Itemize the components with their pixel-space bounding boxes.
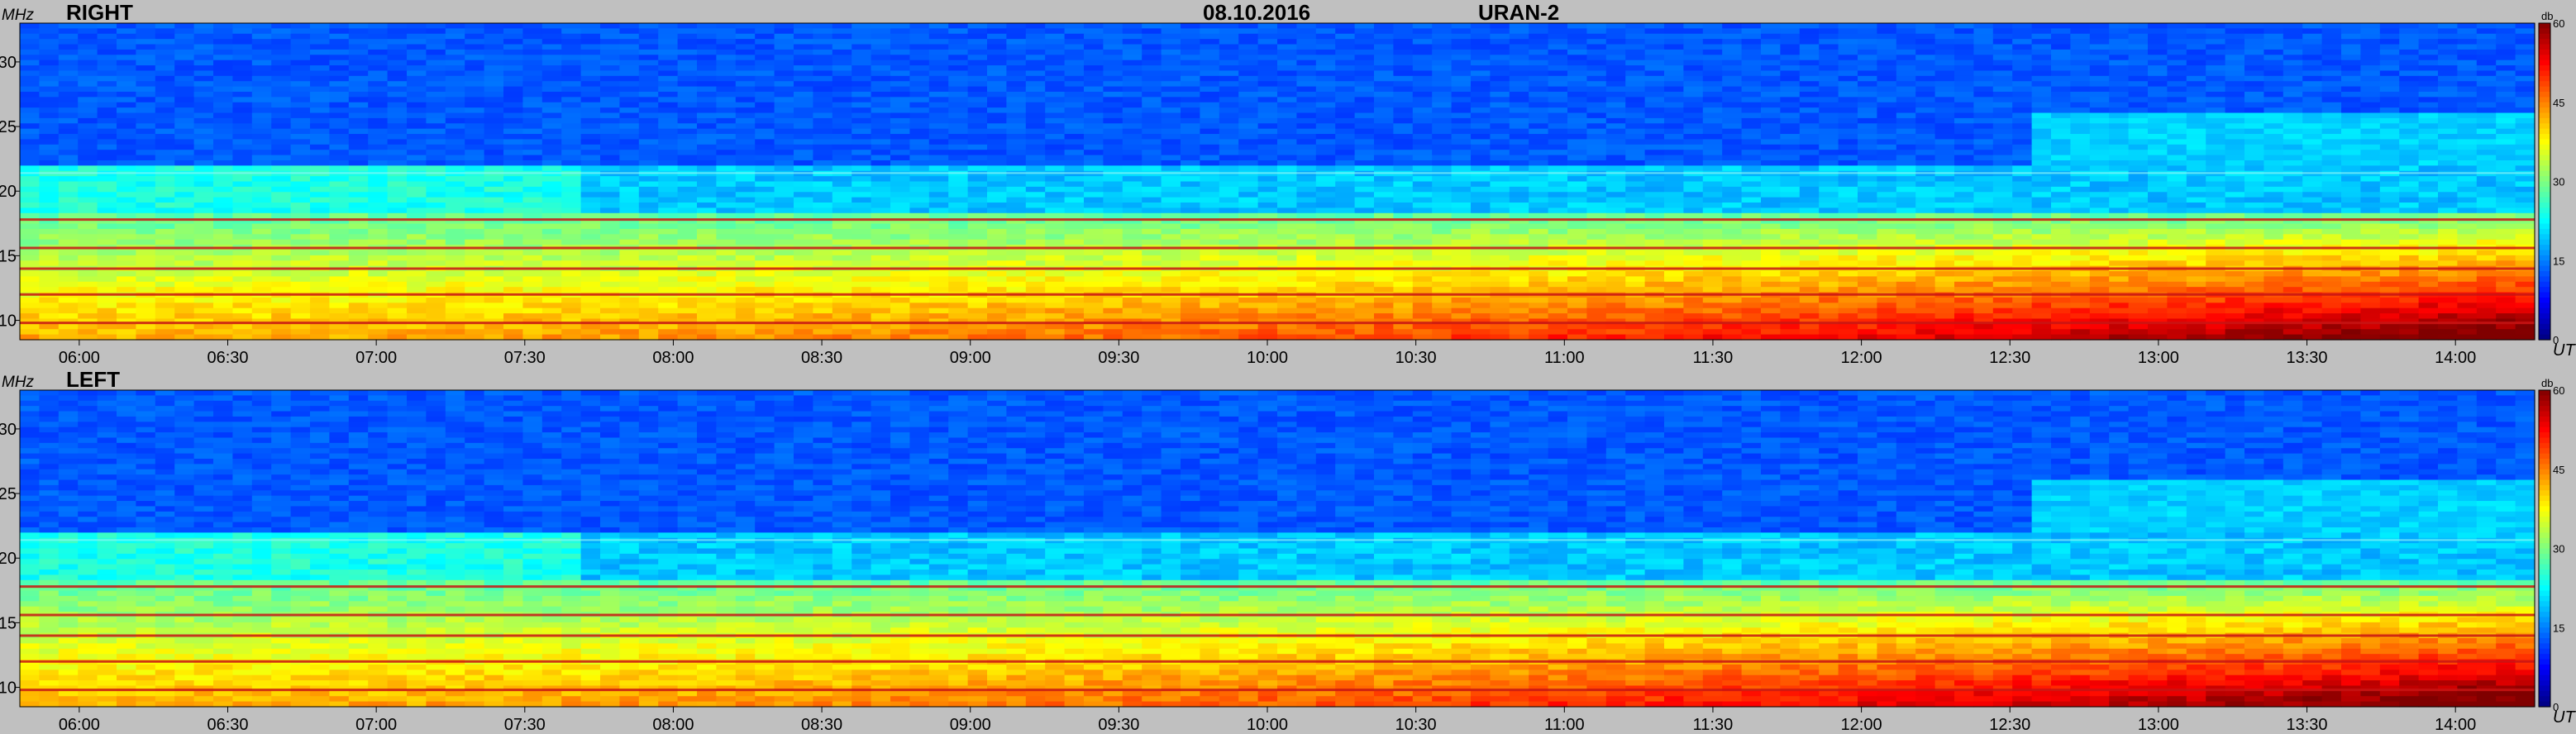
x-tick-label: 10:30 [1395, 716, 1437, 734]
heatmap-cells [20, 23, 2535, 341]
x-tick-label: 08:30 [801, 716, 842, 734]
x-tick-label: 13:30 [2287, 716, 2328, 734]
colorbar-tick-label: 0 [2553, 334, 2559, 346]
y-tick-label: 10 [0, 312, 17, 331]
x-tick-label: 12:00 [1841, 349, 1882, 367]
x-tick-label: 12:30 [1989, 716, 2030, 734]
interference-bands [20, 172, 2535, 325]
x-tick-label: 13:00 [2138, 349, 2179, 367]
x-tick-label: 10:00 [1247, 716, 1288, 734]
x-tick-label: 06:30 [207, 349, 248, 367]
interference-bands [20, 539, 2535, 692]
observation-date: 08.10.2016 [1203, 0, 1311, 25]
colorbar-tick-label: 45 [2553, 464, 2564, 476]
x-tick-label: 07:30 [504, 349, 546, 367]
heatmap-cells [20, 390, 2535, 708]
y-tick-label: 20 [0, 183, 17, 201]
x-tick-label: 14:00 [2435, 349, 2476, 367]
x-tick-label: 09:00 [950, 716, 991, 734]
colorbar-tick-label: 30 [2553, 176, 2564, 188]
x-tick-label: 11:30 [1693, 716, 1734, 734]
x-tick-label: 07:30 [504, 716, 546, 734]
colorbar-unit-label: db [2541, 377, 2553, 389]
x-tick-label: 12:00 [1841, 716, 1882, 734]
plot-frame [19, 22, 2535, 341]
x-tick-label: 06:30 [207, 716, 248, 734]
y-axis-label: MHz [2, 374, 35, 391]
colorbar-tick-label: 60 [2553, 17, 2564, 30]
x-tick-label: 08:30 [801, 349, 842, 367]
colorbar-tick-label: 60 [2553, 384, 2564, 397]
spectrogram-left: 10 15 20 25 30 06:00 06:30 07:00 07:30 08:00 08:30… [0, 377, 2564, 734]
x-axis-label: UT [2553, 708, 2575, 727]
x-tick-label: 11:00 [1544, 716, 1585, 734]
y-tick-label: 30 [0, 421, 17, 439]
x-tick-label: 11:30 [1693, 349, 1734, 367]
panel-title-right: RIGHT [66, 0, 133, 25]
plot-frame [19, 389, 2535, 708]
x-tick-label: 08:00 [652, 716, 694, 734]
x-tick-label: 09:00 [950, 349, 991, 367]
x-tick-label: 09:30 [1098, 716, 1139, 734]
x-tick-label: 12:30 [1989, 349, 2030, 367]
x-tick-label: 07:00 [355, 349, 397, 367]
colorbar-tick-label: 15 [2553, 255, 2564, 267]
colorbar [2538, 389, 2551, 708]
y-tick-label: 25 [0, 485, 17, 503]
x-tick-label: 14:00 [2435, 716, 2476, 734]
x-tick-label: 10:30 [1395, 349, 1437, 367]
y-tick-label: 25 [0, 118, 17, 136]
colorbar-tick-label: 30 [2553, 543, 2564, 555]
colorbar-tick-label: 15 [2553, 622, 2564, 634]
spectrogram-right: 10 15 20 25 30 06:00 06:30 07:00 07:30 08:00 08:30… [0, 10, 2564, 367]
colorbar-unit-label: db [2541, 10, 2553, 22]
y-axis-label: MHz [2, 7, 35, 24]
x-tick-label: 07:00 [355, 716, 397, 734]
colorbar-tick-label: 0 [2553, 701, 2559, 713]
colorbar-tick-label: 45 [2553, 97, 2564, 109]
x-tick-label: 13:00 [2138, 716, 2179, 734]
x-axis-label: UT [2553, 341, 2575, 360]
x-tick-label: 08:00 [652, 349, 694, 367]
spectrogram-panel-left: 10 15 20 25 30 06:00 06:30 07:00 07:30 08:00 08:30… [0, 367, 2576, 734]
x-tick-label: 13:30 [2287, 349, 2328, 367]
spectrogram-panel-right: 10 15 20 25 30 06:00 06:30 07:00 07:30 08:00 08:30… [0, 0, 2575, 367]
x-tick-label: 06:00 [59, 349, 100, 367]
y-tick-label: 30 [0, 54, 17, 72]
panel-title-left: LEFT [66, 367, 120, 392]
y-tick-label: 15 [0, 247, 17, 265]
x-tick-label: 09:30 [1098, 349, 1139, 367]
colorbar [2538, 22, 2551, 341]
x-tick-label: 11:00 [1544, 349, 1585, 367]
instrument-name: URAN-2 [1478, 0, 1560, 25]
x-tick-label: 10:00 [1247, 349, 1288, 367]
y-tick-label: 20 [0, 550, 17, 568]
x-tick-label: 06:00 [59, 716, 100, 734]
y-tick-label: 15 [0, 614, 17, 632]
y-tick-label: 10 [0, 679, 17, 698]
